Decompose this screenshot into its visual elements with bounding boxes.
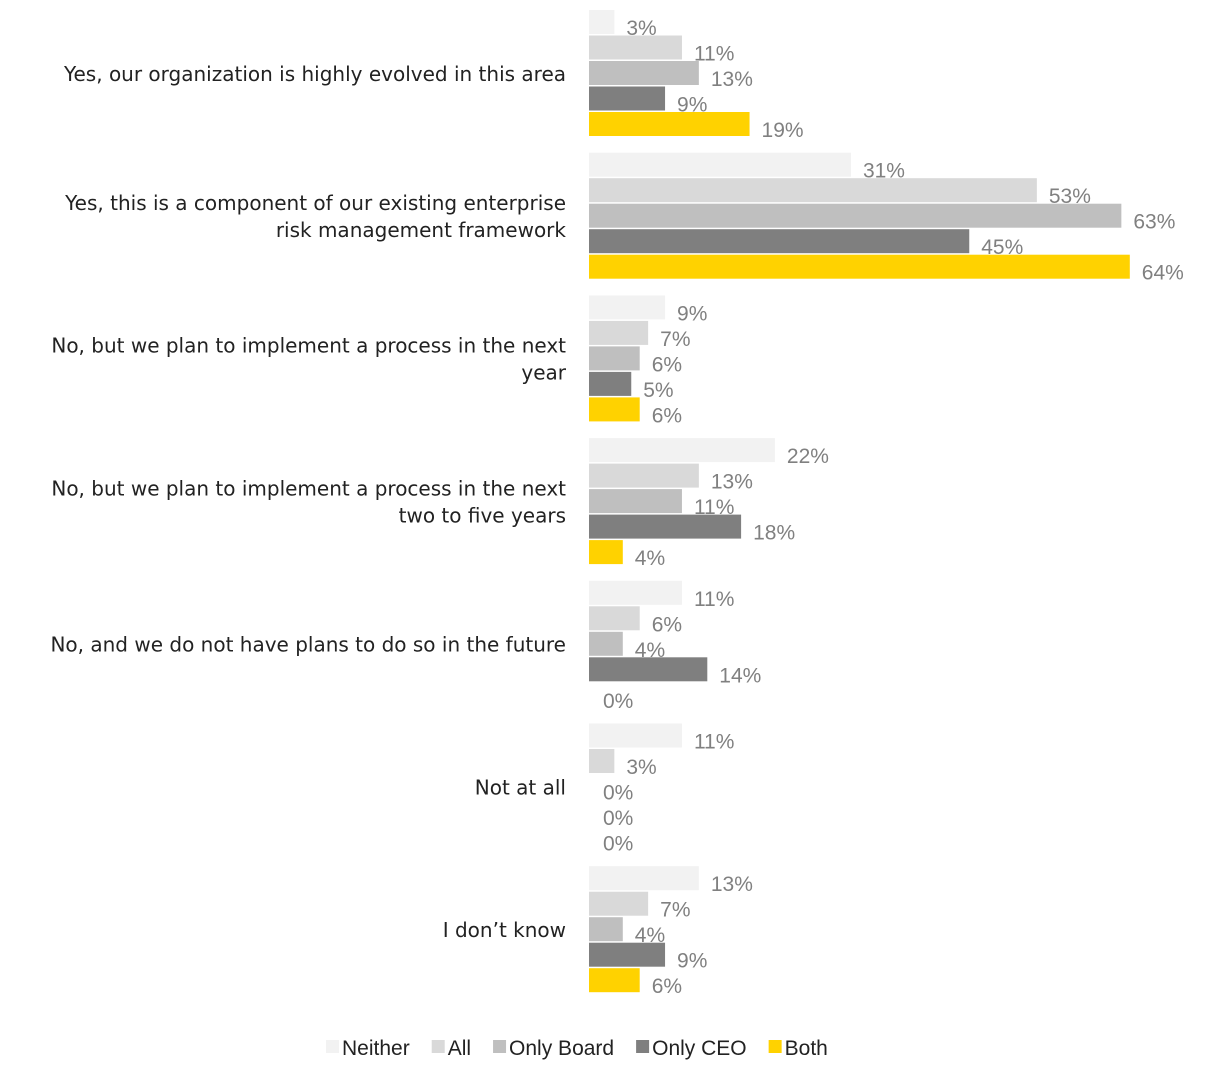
category-label: Yes, this is a component of our existing… [64, 191, 566, 215]
legend-swatch [636, 1040, 650, 1053]
data-label: 9% [677, 950, 707, 973]
data-label: 0% [603, 782, 633, 805]
data-label: 11% [694, 43, 734, 66]
data-label: 13% [711, 873, 753, 896]
data-label: 9% [677, 94, 707, 117]
data-label: 7% [660, 899, 690, 922]
data-label: 64% [1142, 262, 1184, 285]
data-label: 13% [711, 471, 753, 494]
category-label: risk management framework [276, 218, 567, 242]
data-label: 9% [677, 302, 707, 325]
data-label: 4% [635, 924, 665, 947]
bars-group: 3%11%13%9%19%31%53%63%45%64%9%7%6%5%6%22… [589, 10, 1184, 998]
category-label: year [521, 361, 566, 385]
category-label: Yes, our organization is highly evolved … [63, 62, 566, 86]
data-label: 6% [652, 404, 682, 427]
bar-all [589, 606, 640, 631]
legend: Neither All Only Board Only CEO Both [326, 1037, 828, 1060]
bar-only-board [589, 346, 640, 371]
bar-only-board [589, 917, 623, 942]
category-label: I don’t know [443, 918, 566, 942]
bar-all [589, 463, 699, 488]
data-label: 6% [652, 613, 682, 636]
data-label: 7% [660, 328, 690, 351]
bar-only-ceo [589, 371, 632, 396]
bar-neither [589, 723, 682, 748]
category-label: two to five years [399, 503, 566, 527]
bar-all [589, 35, 682, 60]
bar-neither [589, 866, 699, 891]
bar-all [589, 749, 615, 773]
data-label: 6% [652, 353, 682, 376]
data-label: 0% [603, 833, 633, 856]
data-label: 11% [694, 731, 734, 754]
legend-swatch [768, 1040, 782, 1053]
bar-only-board [589, 489, 682, 514]
data-label: 4% [635, 639, 665, 662]
category-label: No, but we plan to implement a process i… [51, 334, 566, 358]
data-label: 3% [626, 756, 656, 779]
bar-all [589, 178, 1037, 203]
bar-only-ceo [589, 942, 666, 967]
bar-only-ceo [589, 229, 970, 254]
data-label: 6% [652, 975, 682, 998]
data-label: 13% [711, 68, 753, 91]
bar-neither [589, 152, 851, 177]
data-label: 14% [719, 664, 761, 687]
legend-label: All [448, 1037, 471, 1060]
bar-only-ceo [589, 657, 708, 682]
data-label: 18% [753, 522, 795, 545]
bar-only-ceo [589, 514, 742, 539]
legend-swatch [431, 1040, 445, 1053]
data-label: 0% [603, 807, 633, 830]
data-label: 4% [635, 547, 665, 570]
data-label: 19% [762, 119, 804, 142]
data-label: 53% [1049, 185, 1091, 208]
data-label: 31% [863, 160, 905, 183]
category-label: No, but we plan to implement a process i… [51, 476, 566, 500]
category-labels: Yes, our organization is highly evolved … [50, 62, 566, 942]
bar-only-board [589, 203, 1122, 228]
bar-both [589, 540, 623, 565]
legend-label: Only Board [509, 1037, 614, 1060]
legend-swatch [326, 1040, 339, 1053]
data-label: 0% [603, 690, 633, 713]
data-label: 11% [694, 588, 734, 611]
data-label: 22% [787, 445, 829, 468]
data-label: 11% [694, 496, 734, 519]
bar-both [589, 112, 750, 136]
legend-label: Only CEO [652, 1037, 747, 1060]
bar-neither [589, 10, 615, 34]
bar-only-board [589, 631, 623, 656]
bar-all [589, 891, 649, 916]
legend-swatch [493, 1040, 507, 1053]
legend-label: Neither [342, 1037, 410, 1060]
data-label: 45% [981, 236, 1023, 259]
bar-both [589, 968, 640, 993]
category-label: Not at all [475, 775, 566, 799]
bar-both [589, 254, 1130, 279]
bar-all [589, 320, 649, 345]
bar-only-board [589, 61, 699, 85]
data-label: 63% [1133, 211, 1175, 234]
data-label: 5% [643, 379, 673, 402]
category-label: No, and we do not have plans to do so in… [50, 633, 566, 657]
bar-only-ceo [589, 86, 666, 111]
bar-neither [589, 438, 775, 463]
bar-neither [589, 580, 682, 605]
bar-both [589, 397, 640, 422]
legend-label: Both [785, 1037, 828, 1060]
bar-neither [589, 295, 666, 320]
data-label: 3% [626, 17, 656, 40]
